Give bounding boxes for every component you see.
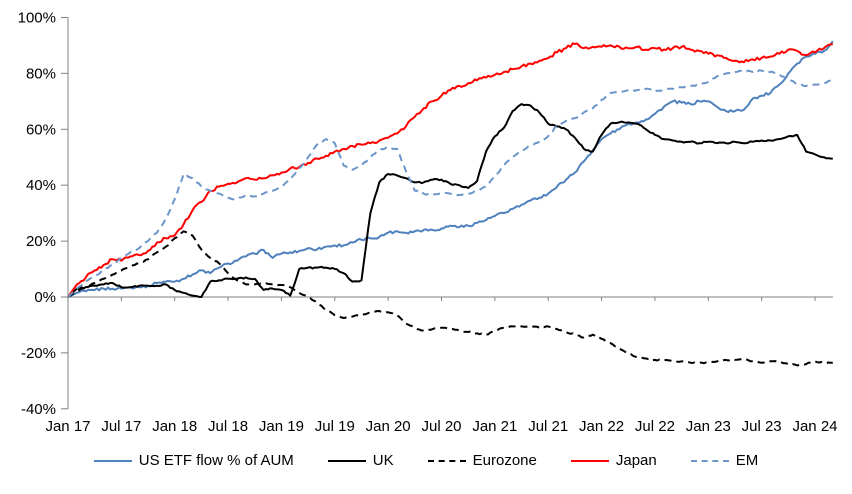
x-axis-label: Jul 22 bbox=[635, 418, 675, 435]
x-axis-label: Jul 17 bbox=[101, 418, 141, 435]
y-axis-label: -40% bbox=[21, 401, 56, 418]
x-axis-label: Jan 23 bbox=[686, 418, 731, 435]
x-axis-label: Jan 17 bbox=[45, 418, 90, 435]
series-line-uk bbox=[67, 103, 833, 298]
y-axis-label: 100% bbox=[18, 9, 56, 26]
plot-area: 100% 80% 60% 40% 20% 0% -20% -40%Jan 17 Jul 17 Ja… bbox=[18, 9, 838, 435]
legend-label-us: US ETF flow % of AUM bbox=[138, 452, 294, 469]
legend-item-em: EM bbox=[690, 452, 759, 469]
x-axis-label: Jan 20 bbox=[366, 418, 411, 435]
series-line-japan bbox=[67, 42, 833, 298]
legend-line-em bbox=[690, 459, 729, 462]
legend-line-us bbox=[93, 459, 132, 462]
legend-item-uk: UK bbox=[327, 452, 394, 469]
legend-item-eurozone: Eurozone bbox=[427, 452, 537, 469]
x-axis-label: Jan 21 bbox=[472, 418, 517, 435]
x-axis-label: Jan 22 bbox=[579, 418, 624, 435]
x-axis-label: Jan 24 bbox=[792, 418, 837, 435]
y-axis-label: -20% bbox=[21, 345, 56, 362]
x-axis-label: Jul 20 bbox=[421, 418, 461, 435]
legend-item-japan: Japan bbox=[570, 452, 657, 469]
legend-item-us: US ETF flow % of AUM bbox=[93, 452, 294, 469]
series-line-us bbox=[67, 40, 834, 298]
legend-line-eurozone bbox=[427, 459, 466, 462]
y-axis-label: 80% bbox=[26, 65, 56, 82]
legend-label-uk: UK bbox=[372, 452, 394, 469]
legend-label-eurozone: Eurozone bbox=[472, 452, 537, 469]
y-axis-label: 0% bbox=[34, 289, 56, 306]
y-axis-label: 60% bbox=[26, 121, 56, 138]
x-axis-label: Jan 19 bbox=[259, 418, 304, 435]
x-axis-label: Jul 23 bbox=[742, 418, 782, 435]
legend-label-japan: Japan bbox=[615, 452, 657, 469]
legend: US ETF flow % of AUM UK Eurozone Japan E… bbox=[0, 452, 852, 469]
legend-line-japan bbox=[570, 459, 609, 462]
y-axis-label: 20% bbox=[26, 233, 56, 250]
series-line-em bbox=[67, 69, 834, 298]
x-axis-label: Jan 18 bbox=[152, 418, 197, 435]
x-axis-label: Jul 21 bbox=[528, 418, 568, 435]
legend-label-em: EM bbox=[735, 452, 759, 469]
x-axis-label: Jul 19 bbox=[315, 418, 355, 435]
y-axis-label: 40% bbox=[26, 177, 56, 194]
legend-line-uk bbox=[327, 459, 366, 462]
x-axis-label: Jul 18 bbox=[208, 418, 248, 435]
series-line-eurozone bbox=[67, 230, 833, 367]
